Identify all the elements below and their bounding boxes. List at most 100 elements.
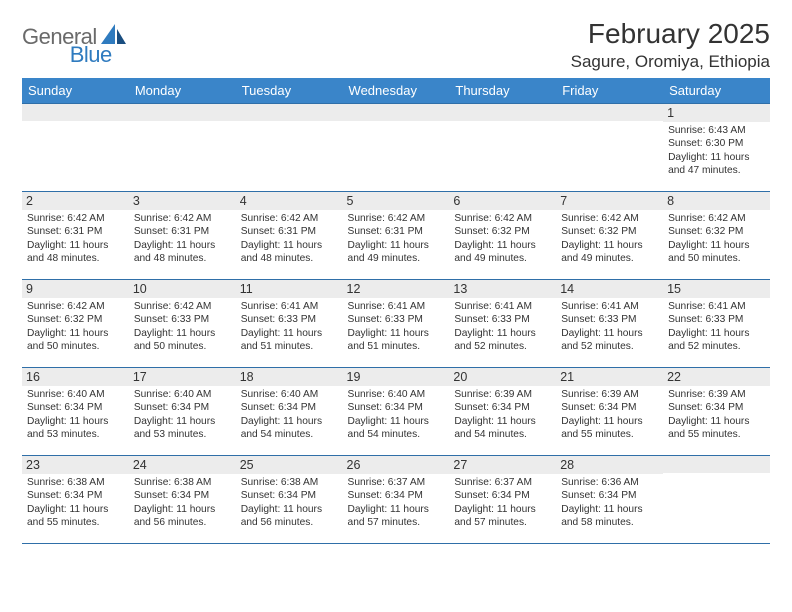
calendar-day-cell: 18 Sunrise: 6:40 AMSunset: 6:34 PMDayligh… bbox=[236, 368, 343, 456]
calendar-day-cell bbox=[129, 104, 236, 192]
day-number: 4 bbox=[236, 192, 343, 210]
calendar-week-row: 2Sunrise: 6:42 AMSunset: 6:31 PMDaylight… bbox=[22, 192, 770, 280]
calendar-week-row: 1 Sunrise: 6:43 AMSunset: 6:30 PMDaylight… bbox=[22, 104, 770, 192]
calendar-day-cell: 16Sunrise: 6:40 AMSunset: 6:34 PMDayligh… bbox=[22, 368, 129, 456]
day-info: Sunrise: 6:39 AMSunset: 6:34 PMDaylight:… bbox=[453, 388, 552, 442]
calendar-day-cell: 6 Sunrise: 6:42 AMSunset: 6:32 PMDaylight… bbox=[449, 192, 556, 280]
calendar-day-cell: 10Sunrise: 6:42 AMSunset: 6:33 PMDayligh… bbox=[129, 280, 236, 368]
weekday-header: Saturday bbox=[663, 78, 770, 104]
day-info: Sunrise: 6:38 AMSunset: 6:34 PMDaylight:… bbox=[26, 476, 125, 530]
day-info: Sunrise: 6:42 AMSunset: 6:31 PMDaylight:… bbox=[347, 212, 446, 266]
month-title: February 2025 bbox=[571, 18, 770, 50]
calendar-day-cell: 20 Sunrise: 6:39 AMSunset: 6:34 PMDayligh… bbox=[449, 368, 556, 456]
day-info: Sunrise: 6:42 AMSunset: 6:32 PMDaylight:… bbox=[453, 212, 552, 266]
calendar-day-cell: 17 Sunrise: 6:40 AMSunset: 6:34 PMDayligh… bbox=[129, 368, 236, 456]
calendar-day-cell: 28 Sunrise: 6:36 AMSunset: 6:34 PMDayligh… bbox=[556, 456, 663, 544]
day-number: 14 bbox=[556, 280, 663, 298]
day-info: Sunrise: 6:41 AMSunset: 6:33 PMDaylight:… bbox=[240, 300, 339, 354]
day-number: 24 bbox=[129, 456, 236, 474]
calendar-day-cell: 19 Sunrise: 6:40 AMSunset: 6:34 PMDayligh… bbox=[343, 368, 450, 456]
calendar-day-cell: 5 Sunrise: 6:42 AMSunset: 6:31 PMDaylight… bbox=[343, 192, 450, 280]
calendar-day-cell bbox=[449, 104, 556, 192]
day-info: Sunrise: 6:39 AMSunset: 6:34 PMDaylight:… bbox=[560, 388, 659, 442]
day-info: Sunrise: 6:43 AMSunset: 6:30 PMDaylight:… bbox=[667, 124, 766, 178]
day-number: 19 bbox=[343, 368, 450, 386]
day-number: 18 bbox=[236, 368, 343, 386]
day-number: 5 bbox=[343, 192, 450, 210]
day-info: Sunrise: 6:36 AMSunset: 6:34 PMDaylight:… bbox=[560, 476, 659, 530]
day-info: Sunrise: 6:38 AMSunset: 6:34 PMDaylight:… bbox=[240, 476, 339, 530]
day-number bbox=[556, 104, 663, 121]
day-info: Sunrise: 6:42 AMSunset: 6:31 PMDaylight:… bbox=[240, 212, 339, 266]
calendar-day-cell bbox=[343, 104, 450, 192]
day-number: 3 bbox=[129, 192, 236, 210]
calendar-day-cell: 23 Sunrise: 6:38 AMSunset: 6:34 PMDayligh… bbox=[22, 456, 129, 544]
calendar-table: Sunday Monday Tuesday Wednesday Thursday… bbox=[22, 78, 770, 544]
header: General Blue February 2025 Sagure, Oromi… bbox=[22, 18, 770, 72]
day-number: 13 bbox=[449, 280, 556, 298]
weekday-header: Sunday bbox=[22, 78, 129, 104]
day-number bbox=[22, 104, 129, 121]
day-number: 28 bbox=[556, 456, 663, 474]
day-info: Sunrise: 6:42 AMSunset: 6:31 PMDaylight:… bbox=[26, 212, 125, 266]
weekday-header: Monday bbox=[129, 78, 236, 104]
calendar-day-cell: 7 Sunrise: 6:42 AMSunset: 6:32 PMDaylight… bbox=[556, 192, 663, 280]
day-number: 23 bbox=[22, 456, 129, 474]
day-info: Sunrise: 6:41 AMSunset: 6:33 PMDaylight:… bbox=[453, 300, 552, 354]
day-number: 21 bbox=[556, 368, 663, 386]
calendar-day-cell: 8 Sunrise: 6:42 AMSunset: 6:32 PMDaylight… bbox=[663, 192, 770, 280]
day-number: 9 bbox=[22, 280, 129, 298]
day-number: 2 bbox=[22, 192, 129, 210]
calendar-day-cell: 13 Sunrise: 6:41 AMSunset: 6:33 PMDayligh… bbox=[449, 280, 556, 368]
day-number: 17 bbox=[129, 368, 236, 386]
day-number: 8 bbox=[663, 192, 770, 210]
calendar-day-cell: 21 Sunrise: 6:39 AMSunset: 6:34 PMDayligh… bbox=[556, 368, 663, 456]
day-info: Sunrise: 6:42 AMSunset: 6:31 PMDaylight:… bbox=[133, 212, 232, 266]
calendar-day-cell: 24 Sunrise: 6:38 AMSunset: 6:34 PMDayligh… bbox=[129, 456, 236, 544]
day-number bbox=[449, 104, 556, 121]
calendar-day-cell: 12 Sunrise: 6:41 AMSunset: 6:33 PMDayligh… bbox=[343, 280, 450, 368]
day-info: Sunrise: 6:40 AMSunset: 6:34 PMDaylight:… bbox=[240, 388, 339, 442]
day-number: 25 bbox=[236, 456, 343, 474]
day-info: Sunrise: 6:41 AMSunset: 6:33 PMDaylight:… bbox=[560, 300, 659, 354]
day-info: Sunrise: 6:37 AMSunset: 6:34 PMDaylight:… bbox=[347, 476, 446, 530]
day-number: 10 bbox=[129, 280, 236, 298]
day-number: 15 bbox=[663, 280, 770, 298]
calendar-day-cell: 11Sunrise: 6:41 AMSunset: 6:33 PMDayligh… bbox=[236, 280, 343, 368]
calendar-day-cell: 9Sunrise: 6:42 AMSunset: 6:32 PMDaylight… bbox=[22, 280, 129, 368]
location: Sagure, Oromiya, Ethiopia bbox=[571, 52, 770, 72]
calendar-day-cell: 25 Sunrise: 6:38 AMSunset: 6:34 PMDayligh… bbox=[236, 456, 343, 544]
weekday-header: Friday bbox=[556, 78, 663, 104]
calendar-day-cell bbox=[236, 104, 343, 192]
weekday-header: Tuesday bbox=[236, 78, 343, 104]
calendar-week-row: 23Sunrise: 6:38 AMSunset: 6:34 PMDayligh… bbox=[22, 456, 770, 544]
day-number: 16 bbox=[22, 368, 129, 386]
day-number bbox=[236, 104, 343, 121]
day-info: Sunrise: 6:40 AMSunset: 6:34 PMDaylight:… bbox=[347, 388, 446, 442]
day-number: 6 bbox=[449, 192, 556, 210]
day-info: Sunrise: 6:39 AMSunset: 6:34 PMDaylight:… bbox=[667, 388, 766, 442]
day-number bbox=[343, 104, 450, 121]
day-info: Sunrise: 6:38 AMSunset: 6:34 PMDaylight:… bbox=[133, 476, 232, 530]
day-number: 22 bbox=[663, 368, 770, 386]
weekday-header: Wednesday bbox=[343, 78, 450, 104]
day-number bbox=[129, 104, 236, 121]
logo-text-blue: Blue bbox=[70, 42, 112, 68]
calendar-day-cell bbox=[556, 104, 663, 192]
day-info: Sunrise: 6:40 AMSunset: 6:34 PMDaylight:… bbox=[133, 388, 232, 442]
calendar-day-cell: 2 Sunrise: 6:42 AMSunset: 6:31 PMDaylight… bbox=[22, 192, 129, 280]
day-number: 12 bbox=[343, 280, 450, 298]
day-number: 20 bbox=[449, 368, 556, 386]
calendar-day-cell: 4 Sunrise: 6:42 AMSunset: 6:31 PMDaylight… bbox=[236, 192, 343, 280]
day-number: 26 bbox=[343, 456, 450, 474]
day-info: Sunrise: 6:41 AMSunset: 6:33 PMDaylight:… bbox=[347, 300, 446, 354]
day-number: 7 bbox=[556, 192, 663, 210]
calendar-week-row: 16Sunrise: 6:40 AMSunset: 6:34 PMDayligh… bbox=[22, 368, 770, 456]
title-block: February 2025 Sagure, Oromiya, Ethiopia bbox=[571, 18, 770, 72]
day-info: Sunrise: 6:42 AMSunset: 6:32 PMDaylight:… bbox=[560, 212, 659, 266]
day-info: Sunrise: 6:42 AMSunset: 6:32 PMDaylight:… bbox=[667, 212, 766, 266]
calendar-week-row: 9Sunrise: 6:42 AMSunset: 6:32 PMDaylight… bbox=[22, 280, 770, 368]
day-number: 1 bbox=[663, 104, 770, 122]
day-info: Sunrise: 6:37 AMSunset: 6:34 PMDaylight:… bbox=[453, 476, 552, 530]
weekday-header: Thursday bbox=[449, 78, 556, 104]
